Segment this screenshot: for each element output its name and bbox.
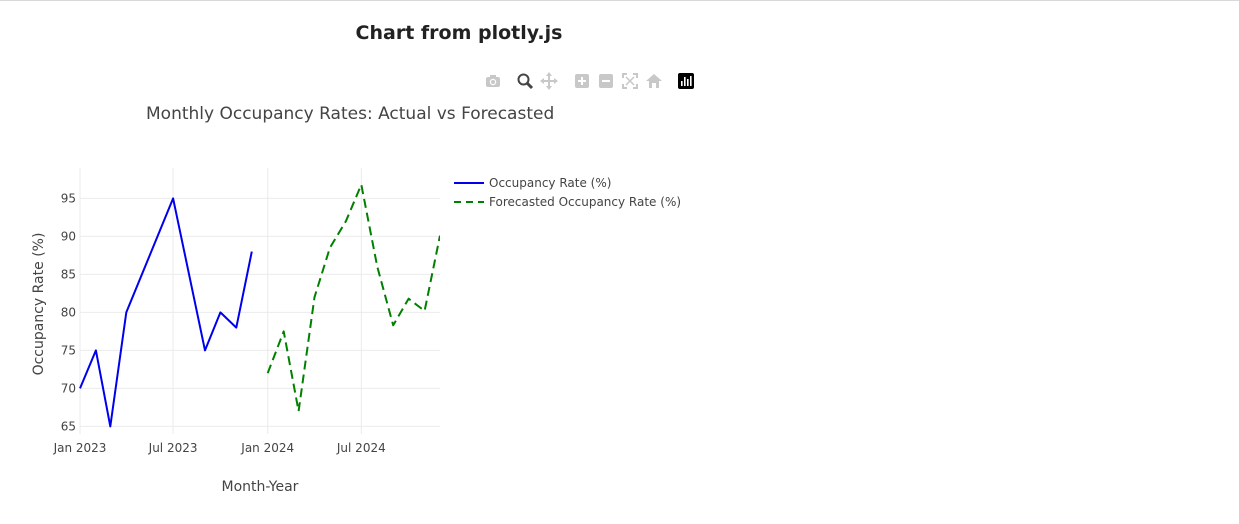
top-border xyxy=(0,0,1239,1)
legend: Occupancy Rate (%) Forecasted Occupancy R… xyxy=(454,176,681,209)
legend-label: Forecasted Occupancy Rate (%) xyxy=(489,195,681,209)
legend-label: Occupancy Rate (%) xyxy=(489,176,611,190)
x-tick-label: Jan 2023 xyxy=(53,441,107,455)
home-icon[interactable] xyxy=(645,72,663,90)
y-tick-label: 75 xyxy=(61,343,76,357)
series-layer xyxy=(79,183,440,428)
plotly-logo-icon[interactable] xyxy=(677,72,695,90)
pan-icon[interactable] xyxy=(540,72,558,90)
x-tick-label: Jul 2023 xyxy=(148,441,198,455)
camera-icon[interactable] xyxy=(484,72,502,90)
zoom-out-icon[interactable] xyxy=(597,72,615,90)
series-line-2 xyxy=(266,183,440,413)
zoom-icon[interactable] xyxy=(516,72,534,90)
tick-labels: 65 70 75 80 85 90 95 Jan 2023 Jul 2023 Jan 2024 Ju… xyxy=(53,191,386,455)
series-line-1 xyxy=(79,197,253,428)
y-axis-title: Occupancy Rate (%) xyxy=(31,233,47,376)
zoom-in-icon[interactable] xyxy=(573,72,591,90)
y-tick-label: 85 xyxy=(61,267,76,281)
y-tick-label: 65 xyxy=(61,419,76,433)
autoscale-icon[interactable] xyxy=(621,72,639,90)
y-tick-label: 95 xyxy=(61,191,76,205)
x-axis-title: Month-Year xyxy=(222,479,299,495)
page-heading: Chart from plotly.js xyxy=(355,22,563,44)
x-tick-label: Jan 2024 xyxy=(240,441,294,455)
grid xyxy=(79,168,440,434)
y-tick-label: 70 xyxy=(61,381,76,395)
chart-title: Monthly Occupancy Rates: Actual vs Forec… xyxy=(146,104,554,124)
y-tick-label: 80 xyxy=(61,305,76,319)
x-tick-label: Jul 2024 xyxy=(336,441,386,455)
y-tick-label: 90 xyxy=(61,229,76,243)
chart: Monthly Occupancy Rates: Actual vs Forec… xyxy=(31,104,681,495)
